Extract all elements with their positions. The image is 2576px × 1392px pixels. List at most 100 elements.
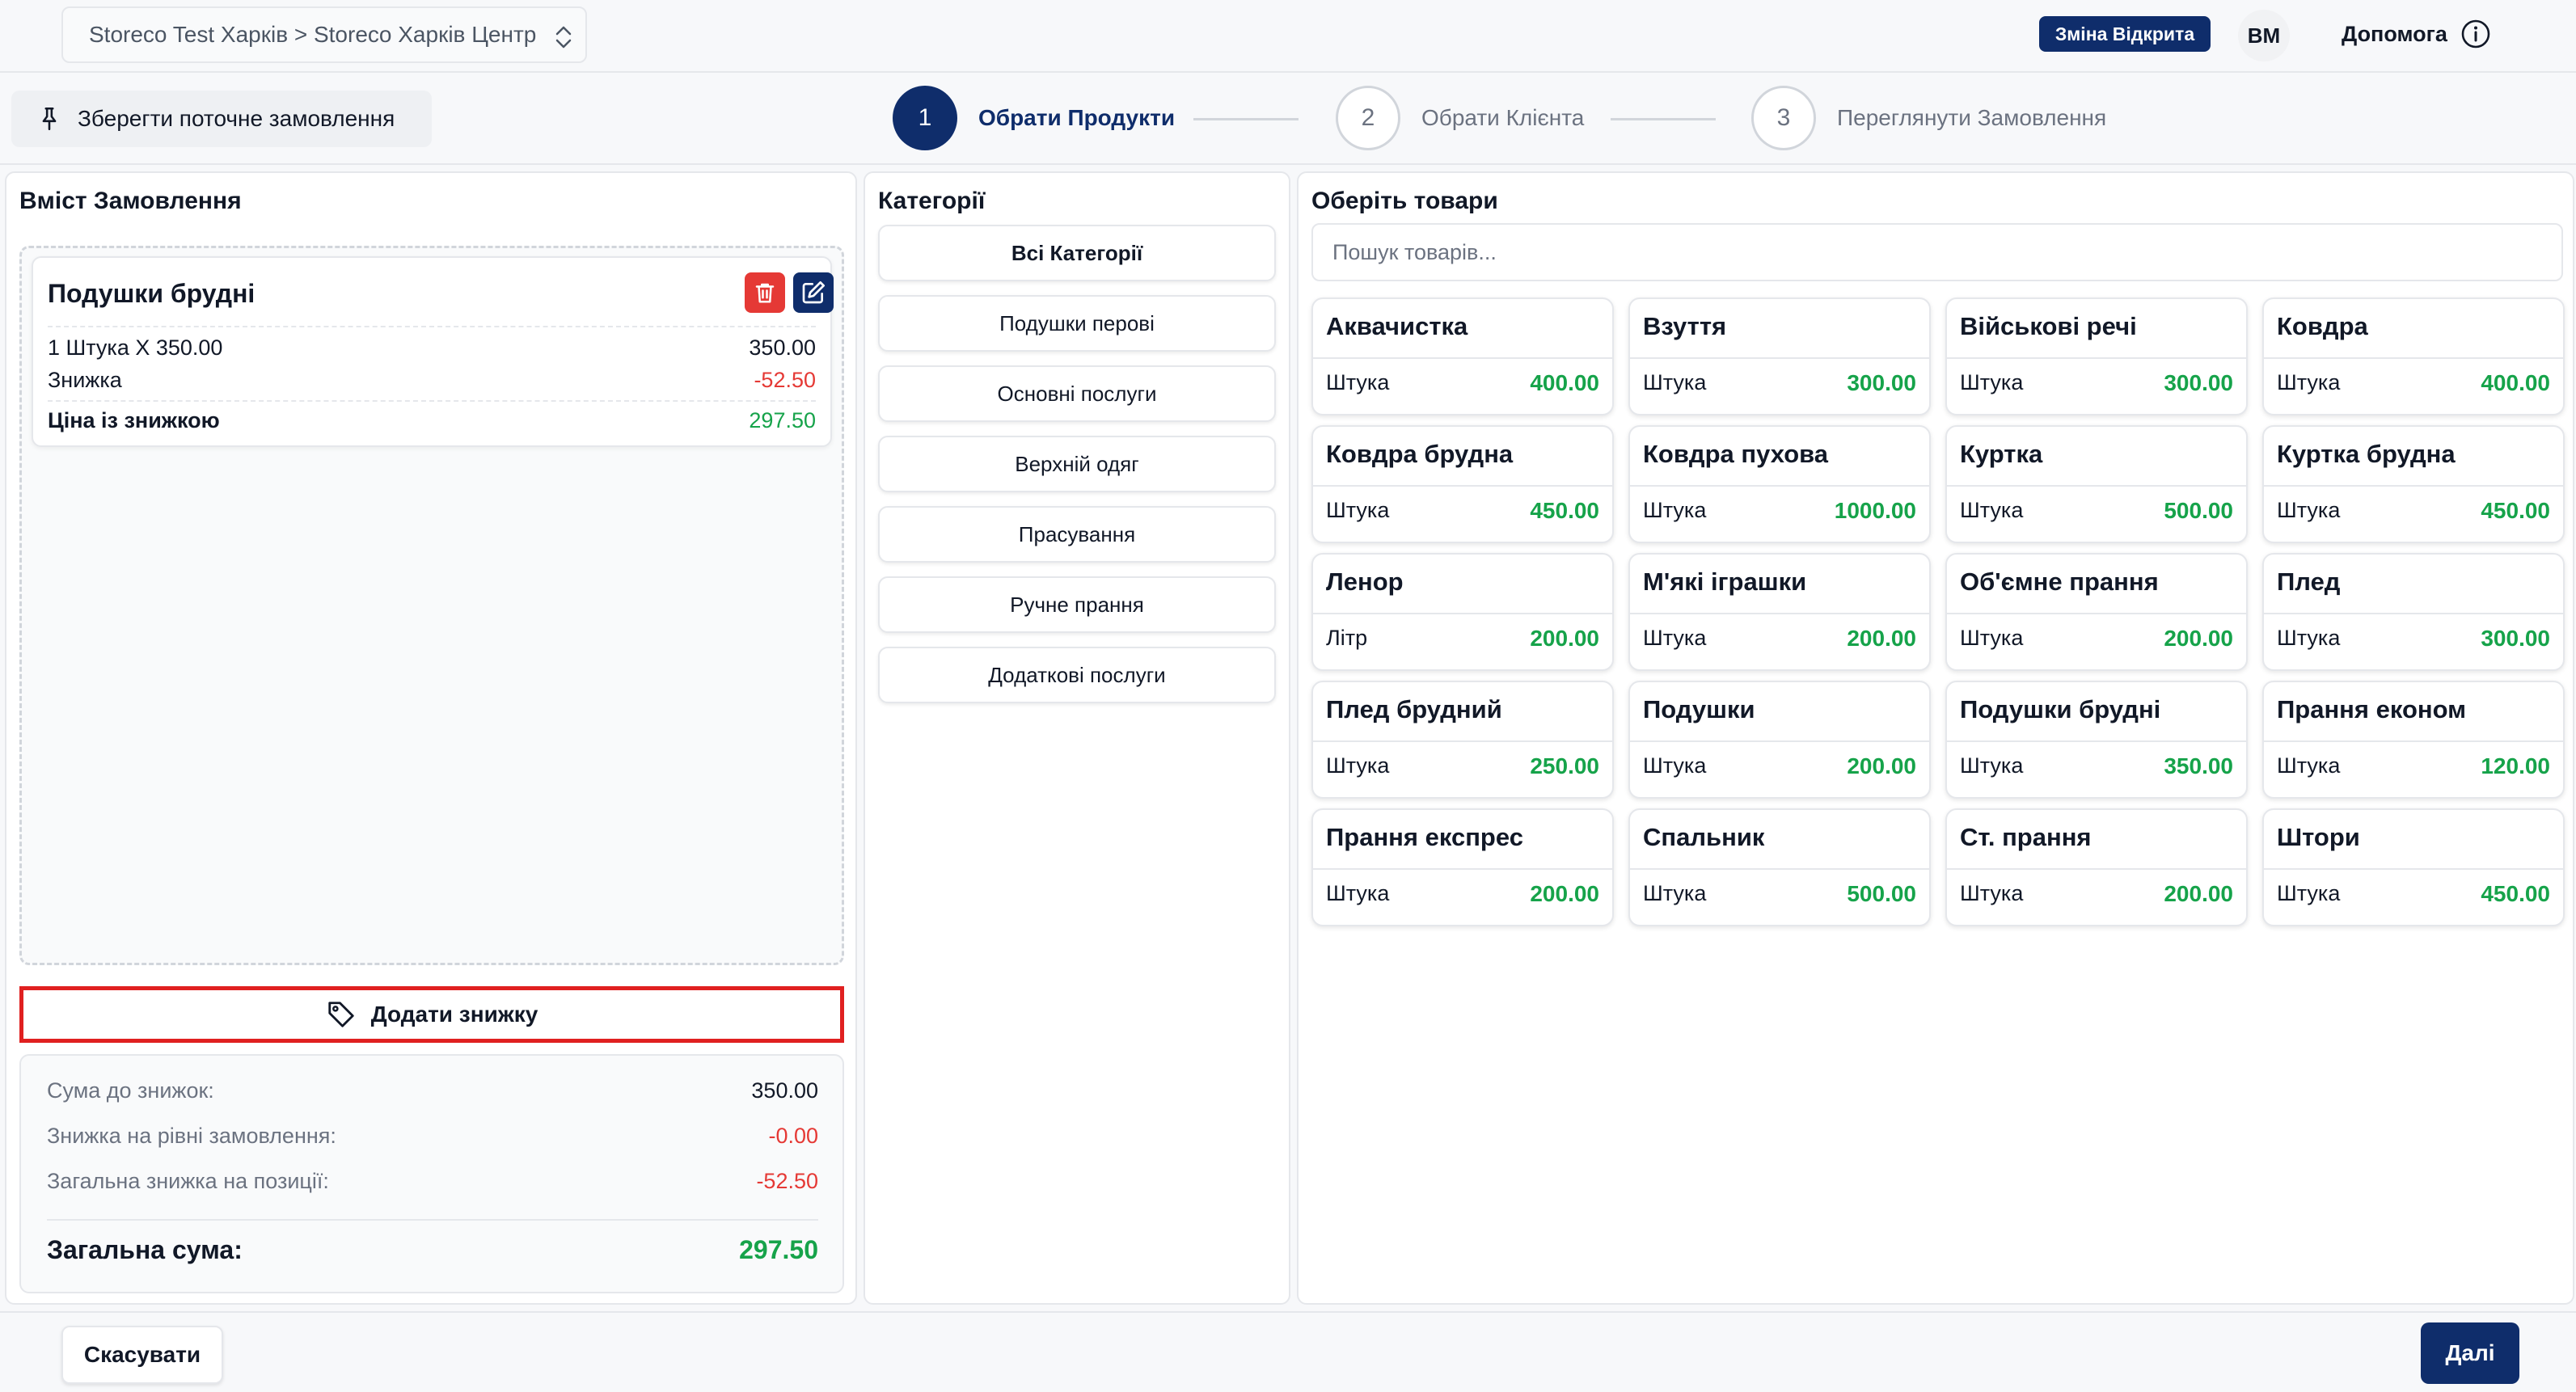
- product-card[interactable]: М'які іграшки Штука 200.00: [1628, 553, 1931, 671]
- info-icon: [2461, 19, 2490, 49]
- divider: [48, 326, 816, 327]
- product-card[interactable]: Спальник Штука 500.00: [1628, 808, 1931, 926]
- footer: Скасувати Далі: [0, 1311, 2576, 1392]
- order-item-card: Подушки брудні 1 Штука X 350.00 350.00 З…: [32, 256, 834, 447]
- product-name: Взуття: [1643, 312, 1727, 340]
- product-card[interactable]: Куртка Штука 500.00: [1945, 425, 2248, 543]
- category-all[interactable]: Всі Категорії: [878, 225, 1276, 281]
- product-unit: Штука: [1326, 498, 1390, 522]
- category-outerwear[interactable]: Верхній одяг: [878, 436, 1276, 492]
- product-price: 450.00: [1530, 498, 1599, 523]
- product-unit: Штука: [1960, 626, 2024, 650]
- category-hand-wash[interactable]: Ручне прання: [878, 576, 1276, 633]
- total-label: Загальна сума:: [47, 1235, 243, 1264]
- top-bar: Storeco Test Харків > Storeco Харків Цен…: [0, 0, 2576, 73]
- product-unit: Літр: [1326, 626, 1368, 650]
- product-card[interactable]: Подушки Штука 200.00: [1628, 681, 1931, 799]
- divider: [1947, 357, 2246, 359]
- product-card[interactable]: Штори Штука 450.00: [2262, 808, 2565, 926]
- product-unit: Штука: [1643, 626, 1707, 650]
- product-card[interactable]: Військові речі Штука 300.00: [1945, 297, 2248, 415]
- categories-panel: Категорії Всі Категорії Подушки перові О…: [864, 171, 1290, 1305]
- product-card[interactable]: Плед Штука 300.00: [2262, 553, 2565, 671]
- product-price: 400.00: [2481, 370, 2550, 395]
- product-unit: Штука: [1326, 881, 1390, 905]
- category-ironing[interactable]: Прасування: [878, 506, 1276, 563]
- step-number: 3: [1751, 86, 1816, 150]
- product-card[interactable]: Ковдра брудна Штука 450.00: [1311, 425, 1614, 543]
- product-name: Аквачистка: [1326, 312, 1468, 340]
- order-discount-value: -0.00: [768, 1124, 818, 1148]
- product-name: Куртка брудна: [2277, 440, 2456, 468]
- category-additional-services[interactable]: Додаткові послуги: [878, 647, 1276, 703]
- delete-item-button[interactable]: [745, 272, 785, 313]
- cancel-button[interactable]: Скасувати: [61, 1326, 223, 1384]
- product-unit: Штука: [1643, 881, 1707, 905]
- subtotal-label: Сума до знижок:: [47, 1078, 214, 1103]
- product-name: Подушки: [1643, 695, 1755, 723]
- divider: [48, 400, 816, 402]
- product-card[interactable]: Ковдра Штука 400.00: [2262, 297, 2565, 415]
- divider: [1630, 613, 1929, 614]
- product-card[interactable]: Ст. прання Штука 200.00: [1945, 808, 2248, 926]
- product-card[interactable]: Плед брудний Штука 250.00: [1311, 681, 1614, 799]
- store-selector[interactable]: Storeco Test Харків > Storeco Харків Цен…: [61, 6, 587, 63]
- discounted-price-label: Ціна із знижкою: [48, 408, 220, 432]
- quantity-total: 350.00: [749, 335, 816, 360]
- category-feather-pillows[interactable]: Подушки перові: [878, 295, 1276, 352]
- product-unit: Штука: [1326, 370, 1390, 394]
- divider: [1947, 868, 2246, 870]
- trash-icon: [755, 283, 775, 303]
- chevron-up-down-icon: [555, 26, 572, 49]
- product-card[interactable]: Ковдра пухова Штука 1000.00: [1628, 425, 1931, 543]
- product-card[interactable]: Об'ємне прання Штука 200.00: [1945, 553, 2248, 671]
- step-select-client[interactable]: 2 Обрати Клієнта: [1336, 86, 1584, 150]
- product-card[interactable]: Ленор Літр 200.00: [1311, 553, 1614, 671]
- category-main-services[interactable]: Основні послуги: [878, 365, 1276, 422]
- step-label: Обрати Клієнта: [1421, 105, 1585, 130]
- product-price: 200.00: [1847, 753, 1916, 778]
- product-price: 350.00: [2164, 753, 2233, 778]
- divider: [47, 1219, 818, 1221]
- product-search-input[interactable]: [1311, 223, 2563, 281]
- product-name: Військові речі: [1960, 312, 2137, 340]
- save-order-label: Зберегти поточне замовлення: [78, 106, 395, 131]
- product-unit: Штука: [1326, 753, 1390, 778]
- product-card[interactable]: Взуття Штука 300.00: [1628, 297, 1931, 415]
- add-discount-button[interactable]: Додати знижку: [19, 986, 844, 1043]
- product-unit: Штука: [1643, 370, 1707, 394]
- next-button[interactable]: Далі: [2421, 1322, 2519, 1384]
- help-button[interactable]: Допомога: [2342, 16, 2491, 52]
- product-price: 300.00: [1847, 370, 1916, 395]
- product-card[interactable]: Аквачистка Штука 400.00: [1311, 297, 1614, 415]
- item-discount-row: Загальна знижка на позиції: -52.50: [47, 1169, 818, 1194]
- help-label: Допомога: [2342, 21, 2447, 46]
- product-card[interactable]: Прання економ Штука 120.00: [2262, 681, 2565, 799]
- step-review-order[interactable]: 3 Переглянути Замовлення: [1751, 86, 2106, 150]
- save-current-order-button[interactable]: Зберегти поточне замовлення: [11, 91, 432, 147]
- edit-item-button[interactable]: [793, 272, 834, 313]
- product-grid: Аквачистка Штука 400.00 Взуття Штука 300.00 Ві…: [1311, 297, 2565, 926]
- product-card[interactable]: Подушки брудні Штука 350.00: [1945, 681, 2248, 799]
- product-name: Прання експрес: [1326, 823, 1523, 851]
- subtotal-row: Сума до знижок: 350.00: [47, 1078, 818, 1103]
- item-discount-label: Загальна знижка на позиції:: [47, 1169, 329, 1193]
- product-card[interactable]: Прання експрес Штука 200.00: [1311, 808, 1614, 926]
- divider: [1313, 868, 1612, 870]
- order-stepper: 1 Обрати Продукти 2 Обрати Клієнта 3 Пер…: [893, 86, 2154, 154]
- product-name: Об'ємне прання: [1960, 567, 2159, 596]
- product-price: 300.00: [2164, 370, 2233, 395]
- product-name: Прання економ: [2277, 695, 2467, 723]
- divider: [1947, 613, 2246, 614]
- product-name: Ковдра: [2277, 312, 2368, 340]
- discount-label: Знижка: [48, 368, 122, 392]
- step-label: Обрати Продукти: [978, 105, 1176, 130]
- step-select-products[interactable]: 1 Обрати Продукти: [893, 86, 1175, 150]
- divider: [1313, 740, 1612, 742]
- step-connector: [1611, 118, 1716, 120]
- divider: [1630, 357, 1929, 359]
- product-card[interactable]: Куртка брудна Штука 450.00: [2262, 425, 2565, 543]
- avatar[interactable]: ВМ: [2238, 10, 2290, 61]
- product-unit: Штука: [2277, 753, 2341, 778]
- product-name: Плед брудний: [1326, 695, 1502, 723]
